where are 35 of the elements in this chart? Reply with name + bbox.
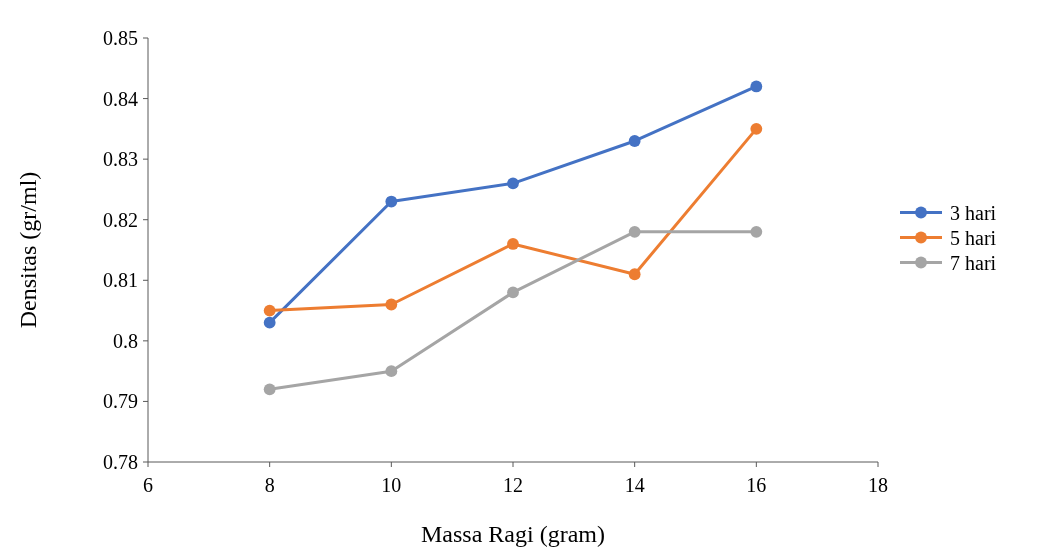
x-tick-label: 14 — [624, 474, 645, 496]
point — [263, 304, 276, 317]
legend-label: 3 hari — [950, 201, 997, 224]
y-tick-label: 0.83 — [103, 148, 138, 171]
y-tick-label: 0.85 — [103, 27, 138, 49]
y-tick-label: 0.78 — [103, 451, 138, 473]
point — [628, 225, 641, 238]
point — [750, 80, 763, 93]
x-tick-label: 16 — [746, 474, 767, 496]
legend-label: 5 hari — [950, 226, 997, 249]
x-tick-label: 18 — [868, 474, 888, 496]
point — [628, 135, 641, 147]
y-tick-label: 0.81 — [103, 269, 138, 292]
y-tick-label: 0.84 — [103, 87, 138, 110]
y-tick-label: 0.79 — [103, 390, 138, 413]
x-tick-label: 10 — [381, 474, 402, 496]
point — [507, 238, 519, 250]
point — [507, 286, 519, 299]
x-axis-title: Massa Ragi (gram) — [421, 521, 605, 547]
x-tick-label: 8 — [264, 474, 275, 496]
y-axis-title: Densitas (gr/ml) — [15, 171, 41, 329]
x-tick-label: 12 — [503, 474, 523, 496]
y-tick-label: 0.8 — [113, 329, 138, 352]
y-tick-label: 0.82 — [103, 208, 138, 231]
point — [263, 383, 276, 396]
legend-label: 7 hari — [950, 251, 997, 274]
point — [628, 268, 641, 281]
point — [507, 177, 519, 190]
point — [385, 195, 398, 208]
point — [263, 316, 276, 329]
point — [750, 122, 763, 135]
x-tick-label: 6 — [143, 474, 153, 496]
point — [750, 225, 763, 238]
point — [385, 365, 398, 378]
point — [385, 298, 398, 311]
